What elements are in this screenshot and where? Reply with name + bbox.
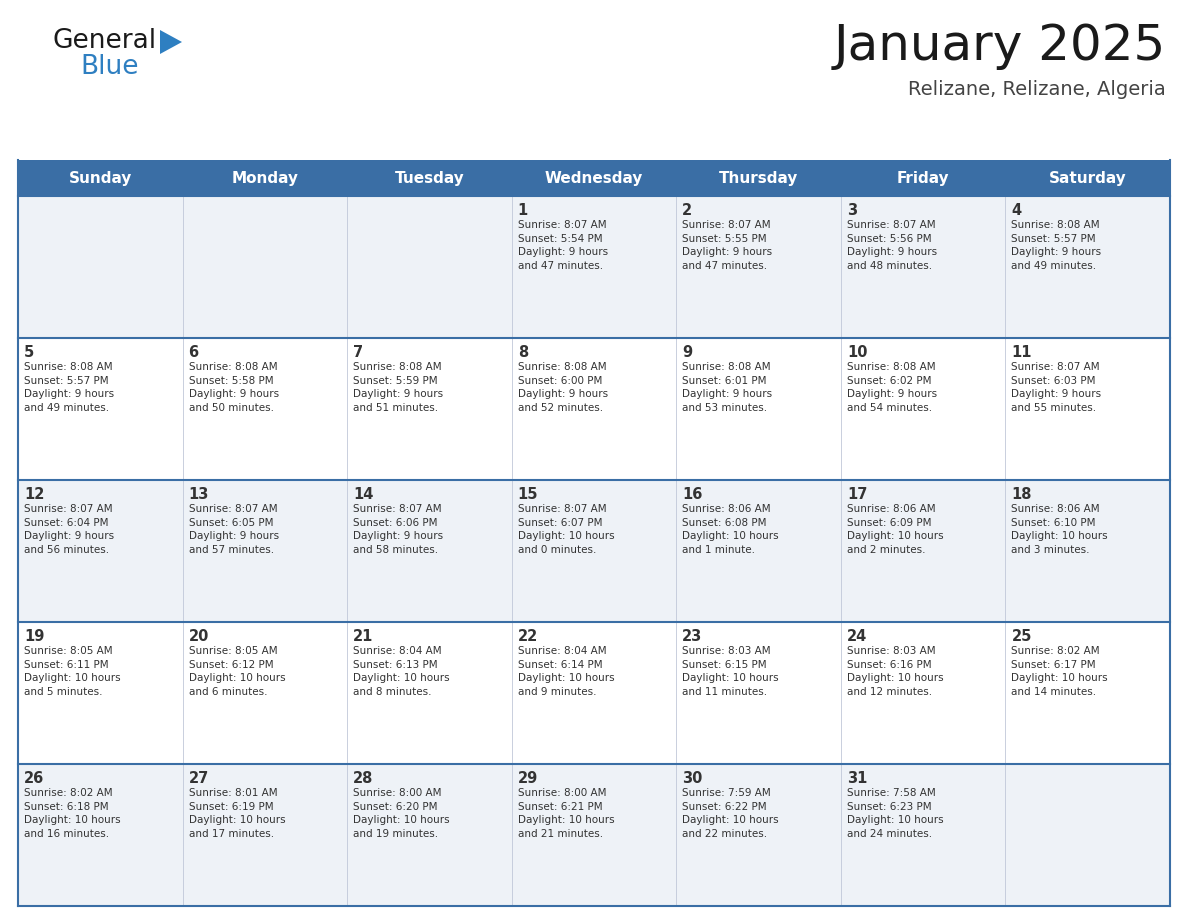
Text: 1: 1 xyxy=(518,203,527,218)
Text: 15: 15 xyxy=(518,487,538,502)
Text: 4: 4 xyxy=(1011,203,1022,218)
Text: Sunrise: 8:07 AM
Sunset: 6:05 PM
Daylight: 9 hours
and 57 minutes.: Sunrise: 8:07 AM Sunset: 6:05 PM Dayligh… xyxy=(189,504,279,554)
Text: Sunrise: 8:08 AM
Sunset: 5:57 PM
Daylight: 9 hours
and 49 minutes.: Sunrise: 8:08 AM Sunset: 5:57 PM Dayligh… xyxy=(1011,220,1101,271)
Text: Saturday: Saturday xyxy=(1049,171,1126,185)
Text: 31: 31 xyxy=(847,771,867,786)
Bar xyxy=(841,160,1005,196)
Text: Sunrise: 8:07 AM
Sunset: 5:56 PM
Daylight: 9 hours
and 48 minutes.: Sunrise: 8:07 AM Sunset: 5:56 PM Dayligh… xyxy=(847,220,937,271)
Text: Sunrise: 8:05 AM
Sunset: 6:12 PM
Daylight: 10 hours
and 6 minutes.: Sunrise: 8:05 AM Sunset: 6:12 PM Dayligh… xyxy=(189,646,285,697)
Text: Sunrise: 8:03 AM
Sunset: 6:16 PM
Daylight: 10 hours
and 12 minutes.: Sunrise: 8:03 AM Sunset: 6:16 PM Dayligh… xyxy=(847,646,943,697)
Text: Sunrise: 7:59 AM
Sunset: 6:22 PM
Daylight: 10 hours
and 22 minutes.: Sunrise: 7:59 AM Sunset: 6:22 PM Dayligh… xyxy=(682,788,779,839)
Text: Friday: Friday xyxy=(897,171,949,185)
Text: Sunrise: 8:07 AM
Sunset: 6:07 PM
Daylight: 10 hours
and 0 minutes.: Sunrise: 8:07 AM Sunset: 6:07 PM Dayligh… xyxy=(518,504,614,554)
Text: Sunrise: 8:08 AM
Sunset: 5:57 PM
Daylight: 9 hours
and 49 minutes.: Sunrise: 8:08 AM Sunset: 5:57 PM Dayligh… xyxy=(24,362,114,413)
Text: Wednesday: Wednesday xyxy=(545,171,643,185)
Bar xyxy=(18,338,1170,480)
Text: 28: 28 xyxy=(353,771,373,786)
Text: Sunrise: 8:08 AM
Sunset: 5:58 PM
Daylight: 9 hours
and 50 minutes.: Sunrise: 8:08 AM Sunset: 5:58 PM Dayligh… xyxy=(189,362,279,413)
Text: Sunrise: 8:08 AM
Sunset: 5:59 PM
Daylight: 9 hours
and 51 minutes.: Sunrise: 8:08 AM Sunset: 5:59 PM Dayligh… xyxy=(353,362,443,413)
Bar xyxy=(512,160,676,196)
Text: Sunday: Sunday xyxy=(69,171,132,185)
Text: Sunrise: 8:08 AM
Sunset: 6:00 PM
Daylight: 9 hours
and 52 minutes.: Sunrise: 8:08 AM Sunset: 6:00 PM Dayligh… xyxy=(518,362,608,413)
Text: Sunrise: 8:07 AM
Sunset: 6:06 PM
Daylight: 9 hours
and 58 minutes.: Sunrise: 8:07 AM Sunset: 6:06 PM Dayligh… xyxy=(353,504,443,554)
Text: Sunrise: 8:07 AM
Sunset: 6:04 PM
Daylight: 9 hours
and 56 minutes.: Sunrise: 8:07 AM Sunset: 6:04 PM Dayligh… xyxy=(24,504,114,554)
Text: Sunrise: 8:01 AM
Sunset: 6:19 PM
Daylight: 10 hours
and 17 minutes.: Sunrise: 8:01 AM Sunset: 6:19 PM Dayligh… xyxy=(189,788,285,839)
Bar xyxy=(18,622,1170,764)
Text: Sunrise: 8:02 AM
Sunset: 6:17 PM
Daylight: 10 hours
and 14 minutes.: Sunrise: 8:02 AM Sunset: 6:17 PM Dayligh… xyxy=(1011,646,1108,697)
Text: 8: 8 xyxy=(518,345,527,360)
Text: Sunrise: 8:00 AM
Sunset: 6:20 PM
Daylight: 10 hours
and 19 minutes.: Sunrise: 8:00 AM Sunset: 6:20 PM Dayligh… xyxy=(353,788,450,839)
Bar xyxy=(18,160,183,196)
Text: 20: 20 xyxy=(189,629,209,644)
Bar xyxy=(18,764,1170,906)
Text: 10: 10 xyxy=(847,345,867,360)
Text: 7: 7 xyxy=(353,345,364,360)
Text: 2: 2 xyxy=(682,203,693,218)
Text: 14: 14 xyxy=(353,487,373,502)
Text: Sunrise: 8:07 AM
Sunset: 5:54 PM
Daylight: 9 hours
and 47 minutes.: Sunrise: 8:07 AM Sunset: 5:54 PM Dayligh… xyxy=(518,220,608,271)
Text: 3: 3 xyxy=(847,203,857,218)
Text: Thursday: Thursday xyxy=(719,171,798,185)
Text: Sunrise: 8:06 AM
Sunset: 6:08 PM
Daylight: 10 hours
and 1 minute.: Sunrise: 8:06 AM Sunset: 6:08 PM Dayligh… xyxy=(682,504,779,554)
Text: Blue: Blue xyxy=(80,54,139,80)
Text: 23: 23 xyxy=(682,629,702,644)
Text: 13: 13 xyxy=(189,487,209,502)
Text: 24: 24 xyxy=(847,629,867,644)
Bar xyxy=(1005,160,1170,196)
Text: 25: 25 xyxy=(1011,629,1032,644)
Text: Monday: Monday xyxy=(232,171,298,185)
Text: Relizane, Relizane, Algeria: Relizane, Relizane, Algeria xyxy=(909,80,1165,99)
Bar xyxy=(347,160,512,196)
Text: 21: 21 xyxy=(353,629,373,644)
Text: 12: 12 xyxy=(24,487,44,502)
Text: Tuesday: Tuesday xyxy=(394,171,465,185)
Text: 27: 27 xyxy=(189,771,209,786)
Text: Sunrise: 8:06 AM
Sunset: 6:10 PM
Daylight: 10 hours
and 3 minutes.: Sunrise: 8:06 AM Sunset: 6:10 PM Dayligh… xyxy=(1011,504,1108,554)
Text: 26: 26 xyxy=(24,771,44,786)
Bar xyxy=(18,480,1170,622)
Text: Sunrise: 7:58 AM
Sunset: 6:23 PM
Daylight: 10 hours
and 24 minutes.: Sunrise: 7:58 AM Sunset: 6:23 PM Dayligh… xyxy=(847,788,943,839)
Bar xyxy=(183,160,347,196)
Bar xyxy=(18,196,1170,338)
Text: Sunrise: 8:03 AM
Sunset: 6:15 PM
Daylight: 10 hours
and 11 minutes.: Sunrise: 8:03 AM Sunset: 6:15 PM Dayligh… xyxy=(682,646,779,697)
Polygon shape xyxy=(160,30,182,54)
Text: January 2025: January 2025 xyxy=(834,22,1165,70)
Text: 5: 5 xyxy=(24,345,34,360)
Text: Sunrise: 8:07 AM
Sunset: 6:03 PM
Daylight: 9 hours
and 55 minutes.: Sunrise: 8:07 AM Sunset: 6:03 PM Dayligh… xyxy=(1011,362,1101,413)
Text: 22: 22 xyxy=(518,629,538,644)
Text: 29: 29 xyxy=(518,771,538,786)
Text: 9: 9 xyxy=(682,345,693,360)
Text: Sunrise: 8:08 AM
Sunset: 6:02 PM
Daylight: 9 hours
and 54 minutes.: Sunrise: 8:08 AM Sunset: 6:02 PM Dayligh… xyxy=(847,362,937,413)
Text: 17: 17 xyxy=(847,487,867,502)
Text: 16: 16 xyxy=(682,487,702,502)
Text: Sunrise: 8:05 AM
Sunset: 6:11 PM
Daylight: 10 hours
and 5 minutes.: Sunrise: 8:05 AM Sunset: 6:11 PM Dayligh… xyxy=(24,646,121,697)
Text: 19: 19 xyxy=(24,629,44,644)
Text: Sunrise: 8:00 AM
Sunset: 6:21 PM
Daylight: 10 hours
and 21 minutes.: Sunrise: 8:00 AM Sunset: 6:21 PM Dayligh… xyxy=(518,788,614,839)
Text: 18: 18 xyxy=(1011,487,1032,502)
Text: Sunrise: 8:06 AM
Sunset: 6:09 PM
Daylight: 10 hours
and 2 minutes.: Sunrise: 8:06 AM Sunset: 6:09 PM Dayligh… xyxy=(847,504,943,554)
Text: Sunrise: 8:04 AM
Sunset: 6:14 PM
Daylight: 10 hours
and 9 minutes.: Sunrise: 8:04 AM Sunset: 6:14 PM Dayligh… xyxy=(518,646,614,697)
Text: General: General xyxy=(52,28,156,54)
Bar xyxy=(676,160,841,196)
Text: 6: 6 xyxy=(189,345,198,360)
Text: Sunrise: 8:08 AM
Sunset: 6:01 PM
Daylight: 9 hours
and 53 minutes.: Sunrise: 8:08 AM Sunset: 6:01 PM Dayligh… xyxy=(682,362,772,413)
Text: 30: 30 xyxy=(682,771,702,786)
Text: Sunrise: 8:04 AM
Sunset: 6:13 PM
Daylight: 10 hours
and 8 minutes.: Sunrise: 8:04 AM Sunset: 6:13 PM Dayligh… xyxy=(353,646,450,697)
Text: 11: 11 xyxy=(1011,345,1032,360)
Text: Sunrise: 8:02 AM
Sunset: 6:18 PM
Daylight: 10 hours
and 16 minutes.: Sunrise: 8:02 AM Sunset: 6:18 PM Dayligh… xyxy=(24,788,121,839)
Text: Sunrise: 8:07 AM
Sunset: 5:55 PM
Daylight: 9 hours
and 47 minutes.: Sunrise: 8:07 AM Sunset: 5:55 PM Dayligh… xyxy=(682,220,772,271)
